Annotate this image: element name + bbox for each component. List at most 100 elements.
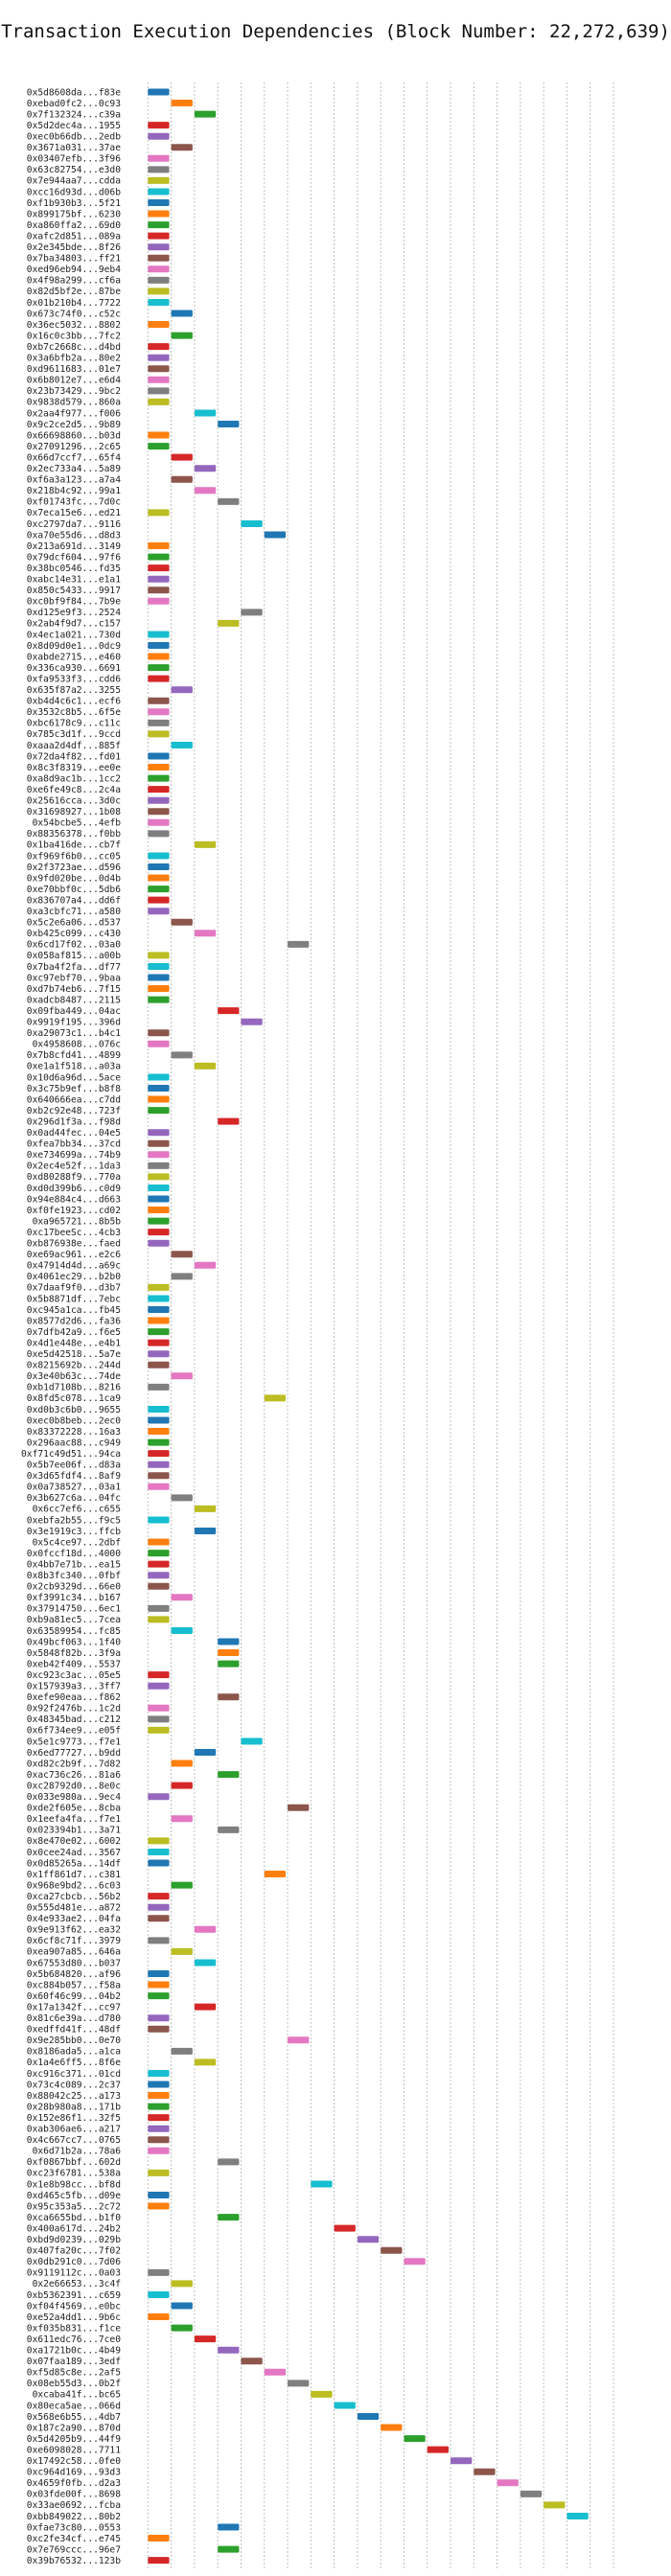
tx-bar <box>171 1947 193 1955</box>
tx-bar <box>567 2512 589 2519</box>
tx-bar <box>241 609 263 616</box>
tx-label: 0xe734699a...74b9 <box>27 1150 121 1161</box>
tx-label: 0x3e1919c3...ffcb <box>27 1527 121 1537</box>
tx-bar <box>148 1616 170 1623</box>
tx-label: 0xc17beeSc...4cb3 <box>27 1228 121 1238</box>
tx-label: 0x7e944aa7...cdda <box>27 176 121 187</box>
tx-bar <box>148 2092 170 2100</box>
tx-label: 0x9e913f62...ea32 <box>27 1925 121 1936</box>
tx-label: 0x157939a3...3ff7 <box>27 1682 121 1692</box>
tx-label: 0xf04f4569...e0bc <box>27 2301 121 2312</box>
tx-label: 0x7f132324...c39a <box>27 109 121 120</box>
tx-bar <box>171 1273 193 1280</box>
tx-bar <box>451 2457 473 2465</box>
tx-label: 0x5d8608da...f83e <box>27 87 121 98</box>
tx-bar <box>148 1837 170 1845</box>
tx-bar <box>241 2358 263 2365</box>
tx-bar <box>148 985 170 993</box>
tx-bar <box>171 310 193 317</box>
tx-label: 0x1a4e6ff5...8f6e <box>27 2058 121 2068</box>
tx-label: 0x2ec733a4...5a89 <box>27 464 121 474</box>
tx-label: 0x7ba34803...ff21 <box>27 254 121 264</box>
tx-bar <box>264 2368 286 2376</box>
tx-bar <box>218 2523 240 2531</box>
tx-label: 0x3671a031...37ae <box>27 143 121 153</box>
tx-label: 0x0ad44fec...04e5 <box>27 1128 121 1138</box>
tx-label: 0x640666ea...c7dd <box>27 1094 121 1105</box>
tx-bar <box>148 2192 170 2198</box>
tx-label: 0x2e345bde...8f26 <box>27 242 121 253</box>
tx-label: 0x407fa20c...7f02 <box>27 2246 121 2257</box>
tx-bar <box>148 664 170 672</box>
tx-bar <box>148 1715 170 1723</box>
tx-bar <box>544 2501 566 2509</box>
tx-label: 0xc964d169...93d3 <box>27 2468 121 2478</box>
tx-bar <box>148 2290 170 2298</box>
tx-bar <box>381 2246 403 2254</box>
tx-bar <box>171 1372 193 1380</box>
tx-bar <box>148 586 170 594</box>
tx-bar <box>148 996 170 1003</box>
tx-label: 0x7eca15e6...ed21 <box>27 508 121 518</box>
tx-bar <box>288 2036 310 2044</box>
tx-label: 0x39b76532...123b <box>27 2556 121 2566</box>
tx-bar <box>148 199 170 206</box>
tx-bar <box>148 166 170 173</box>
tx-label: 0xefe90eaa...f862 <box>27 1692 121 1703</box>
tx-label: 0x03fde00f...8698 <box>27 2490 121 2500</box>
tx-bar <box>218 1826 240 1833</box>
tx-label: 0x9fd020be...0d4b <box>27 873 121 884</box>
tx-label: 0x81c6e39a...d780 <box>27 2013 121 2024</box>
tx-label: 0xc945a1ca...fb45 <box>27 1305 121 1316</box>
tx-label: 0x850c5433...9917 <box>27 586 121 596</box>
tx-bar <box>148 122 170 129</box>
tx-label: 0xcaba41f...bc65 <box>33 2390 121 2401</box>
tx-bar <box>194 2058 217 2066</box>
tx-bar <box>148 2069 170 2077</box>
tx-bar <box>148 2268 170 2276</box>
tx-bar <box>218 2545 240 2553</box>
tx-label: 0x67553d80...b037 <box>27 1958 121 1968</box>
tx-label: 0x9e285bb0...0e70 <box>27 2036 121 2046</box>
tx-bar <box>148 1671 170 1679</box>
tx-label: 0x63589954...fc85 <box>27 1626 121 1637</box>
tx-label: 0xaaa2d4df...885f <box>27 741 121 751</box>
tx-label: 0xf71c49d51...94ca <box>21 1449 121 1460</box>
tx-bar <box>148 908 170 915</box>
tx-bar <box>148 254 170 262</box>
tx-label: 0x5e1c9773...f7e1 <box>27 1736 121 1747</box>
tx-label: 0xe6098028...7711 <box>27 2445 121 2455</box>
tx-label: 0x31698927...1b08 <box>27 807 121 817</box>
tx-bar <box>148 387 170 395</box>
tx-bar <box>218 1660 240 1668</box>
tx-label: 0x8c3f8319...ee0e <box>27 763 121 773</box>
tx-bar <box>148 265 170 273</box>
tx-label: 0xf3991c34...b167 <box>27 1593 121 1603</box>
tx-label: 0x16c0c3bb...7fc2 <box>27 331 121 341</box>
tx-label: 0x058af815...a00b <box>27 951 121 961</box>
tx-label: 0x5c2e6a06...d537 <box>27 918 121 929</box>
tx-bar <box>241 1737 263 1745</box>
tx-label: 0x10d6a96d...5ace <box>27 1072 121 1083</box>
tx-bar <box>148 1416 170 1424</box>
tx-label: 0x3d65fdf4...8af9 <box>27 1471 121 1482</box>
tx-label: 0x0fccf18d...4000 <box>27 1549 121 1559</box>
tx-label: 0xb5362391...c659 <box>27 2290 121 2301</box>
tx-label: 0xd9611683...01e7 <box>27 364 121 375</box>
tx-label: 0x2aa4f977...f006 <box>27 408 121 419</box>
tx-label: 0x66d7ccf7...65f4 <box>27 452 121 463</box>
tx-bar <box>148 808 170 816</box>
tx-bar <box>171 1815 193 1823</box>
tx-bar <box>194 465 217 472</box>
tx-label: 0xb7c2668c...d4bd <box>27 342 121 353</box>
tx-bar <box>148 863 170 870</box>
tx-bar <box>218 2214 240 2221</box>
tx-label: 0x4e933ae2...04fa <box>27 1914 121 1924</box>
tx-bar <box>148 1317 170 1324</box>
label-layer: 0x5d8608da...f83e0xebad0fc2...0c930x7f13… <box>21 87 121 2566</box>
tx-bar <box>148 852 170 860</box>
tx-bar <box>404 2258 426 2266</box>
tx-label: 0x17492c58...0fe0 <box>27 2456 121 2467</box>
tx-label: 0x8186ada5...a1ca <box>27 2047 121 2058</box>
tx-bar <box>148 1937 170 1944</box>
